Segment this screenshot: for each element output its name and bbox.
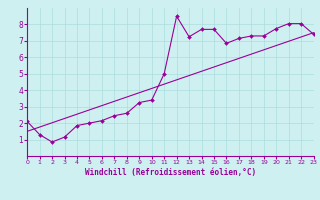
X-axis label: Windchill (Refroidissement éolien,°C): Windchill (Refroidissement éolien,°C)	[85, 168, 256, 177]
